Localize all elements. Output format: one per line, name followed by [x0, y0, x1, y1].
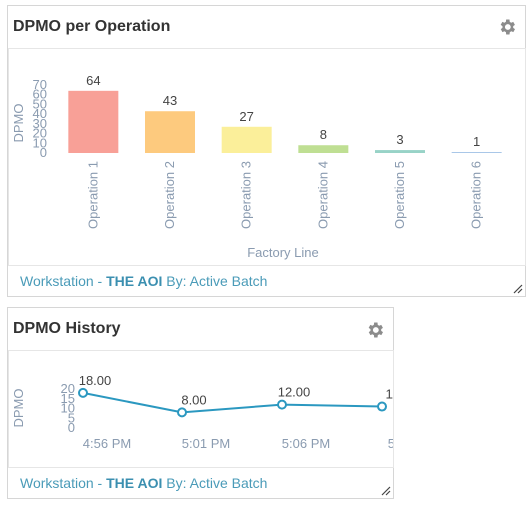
widget-header: DPMO per Operation	[8, 6, 525, 49]
y-tick-label: 15	[61, 391, 75, 406]
x-tick-label: Operation 4	[315, 161, 330, 229]
y-tick-label: 0	[40, 145, 47, 160]
y-tick-label: 20	[33, 126, 47, 141]
y-tick-label: 60	[33, 87, 47, 102]
data-label: 3	[396, 132, 403, 147]
x-tick-label: Operation 2	[162, 161, 177, 229]
bar	[451, 152, 502, 153]
bar	[68, 90, 119, 153]
x-tick-label: Operation 3	[239, 161, 254, 229]
x-tick-label: Operation 5	[392, 161, 407, 229]
x-tick-label: 5:11 P	[388, 436, 393, 451]
footer-suffix: By: Active Batch	[162, 475, 268, 491]
widget-header: DPMO History	[8, 308, 393, 351]
data-label: 27	[239, 109, 253, 124]
bar	[145, 111, 195, 153]
resize-grip-icon[interactable]	[379, 484, 391, 496]
x-tick-label: 5:06 PM	[282, 436, 330, 451]
y-tick-label: 10	[33, 135, 47, 150]
y-tick-label: 40	[33, 106, 47, 121]
y-tick-label: 5	[68, 410, 75, 425]
y-axis-label: DPMO	[11, 389, 26, 428]
data-label: 11.	[385, 387, 393, 402]
data-label: 8.00	[181, 392, 206, 407]
x-tick-label: 5:01 PM	[182, 436, 230, 451]
data-label: 64	[86, 73, 100, 88]
x-tick-label: 4:56 PM	[83, 436, 131, 451]
data-label: 18.00	[79, 373, 112, 388]
widget-footer: Workstation - THE AOI By: Active Batch	[20, 475, 267, 491]
y-axis-label: DPMO	[11, 104, 26, 143]
bar	[298, 145, 349, 153]
dpmo-history-widget: DPMO History DPMO 0 5 10 15 20 18.00 8.00 12.00 1…	[7, 307, 424, 499]
widget-title: DPMO History	[13, 320, 121, 337]
y-tick-label: 10	[61, 401, 75, 416]
footer-suffix: By: Active Batch	[162, 273, 268, 289]
widget-title: DPMO per Operation	[13, 18, 171, 35]
y-tick-label: 0	[68, 420, 75, 435]
workstation-link[interactable]: THE AOI	[106, 273, 163, 289]
x-tick-label: Operation 6	[469, 161, 484, 229]
y-tick-label: 30	[33, 116, 47, 131]
data-point	[377, 401, 387, 412]
gear-icon[interactable]	[365, 320, 385, 340]
data-point	[277, 399, 287, 410]
y-tick-label: 50	[33, 96, 47, 111]
footer-prefix: Workstation -	[20, 273, 107, 289]
data-label: 8	[320, 127, 327, 142]
workstation-link[interactable]: THE AOI	[106, 475, 163, 491]
widget-footer: Workstation - THE AOI By: Active Batch	[20, 273, 267, 289]
data-label: 12.00	[278, 385, 311, 400]
y-tick-label: 70	[33, 77, 47, 92]
bar	[221, 126, 272, 153]
dpmo-per-operation-widget: DPMO per Operation DPMO 0 10 20 30 40 50 60 70 64…	[7, 5, 526, 297]
footer-prefix: Workstation -	[20, 475, 107, 491]
data-point	[78, 387, 88, 398]
bar	[375, 150, 425, 153]
y-tick-label: 20	[61, 381, 75, 396]
x-tick-label: Operation 1	[85, 161, 100, 229]
data-point	[177, 407, 187, 418]
resize-grip-icon[interactable]	[511, 282, 523, 294]
gear-icon[interactable]	[497, 17, 517, 37]
series-line	[82, 391, 383, 414]
data-label: 43	[163, 93, 177, 108]
x-axis-label: Factory Line	[247, 245, 319, 260]
data-label: 1	[473, 134, 480, 149]
chart-area: DPMO 0 10 20 30 40 50 60 70 64 Operation 1 43 Operat…	[8, 48, 526, 266]
